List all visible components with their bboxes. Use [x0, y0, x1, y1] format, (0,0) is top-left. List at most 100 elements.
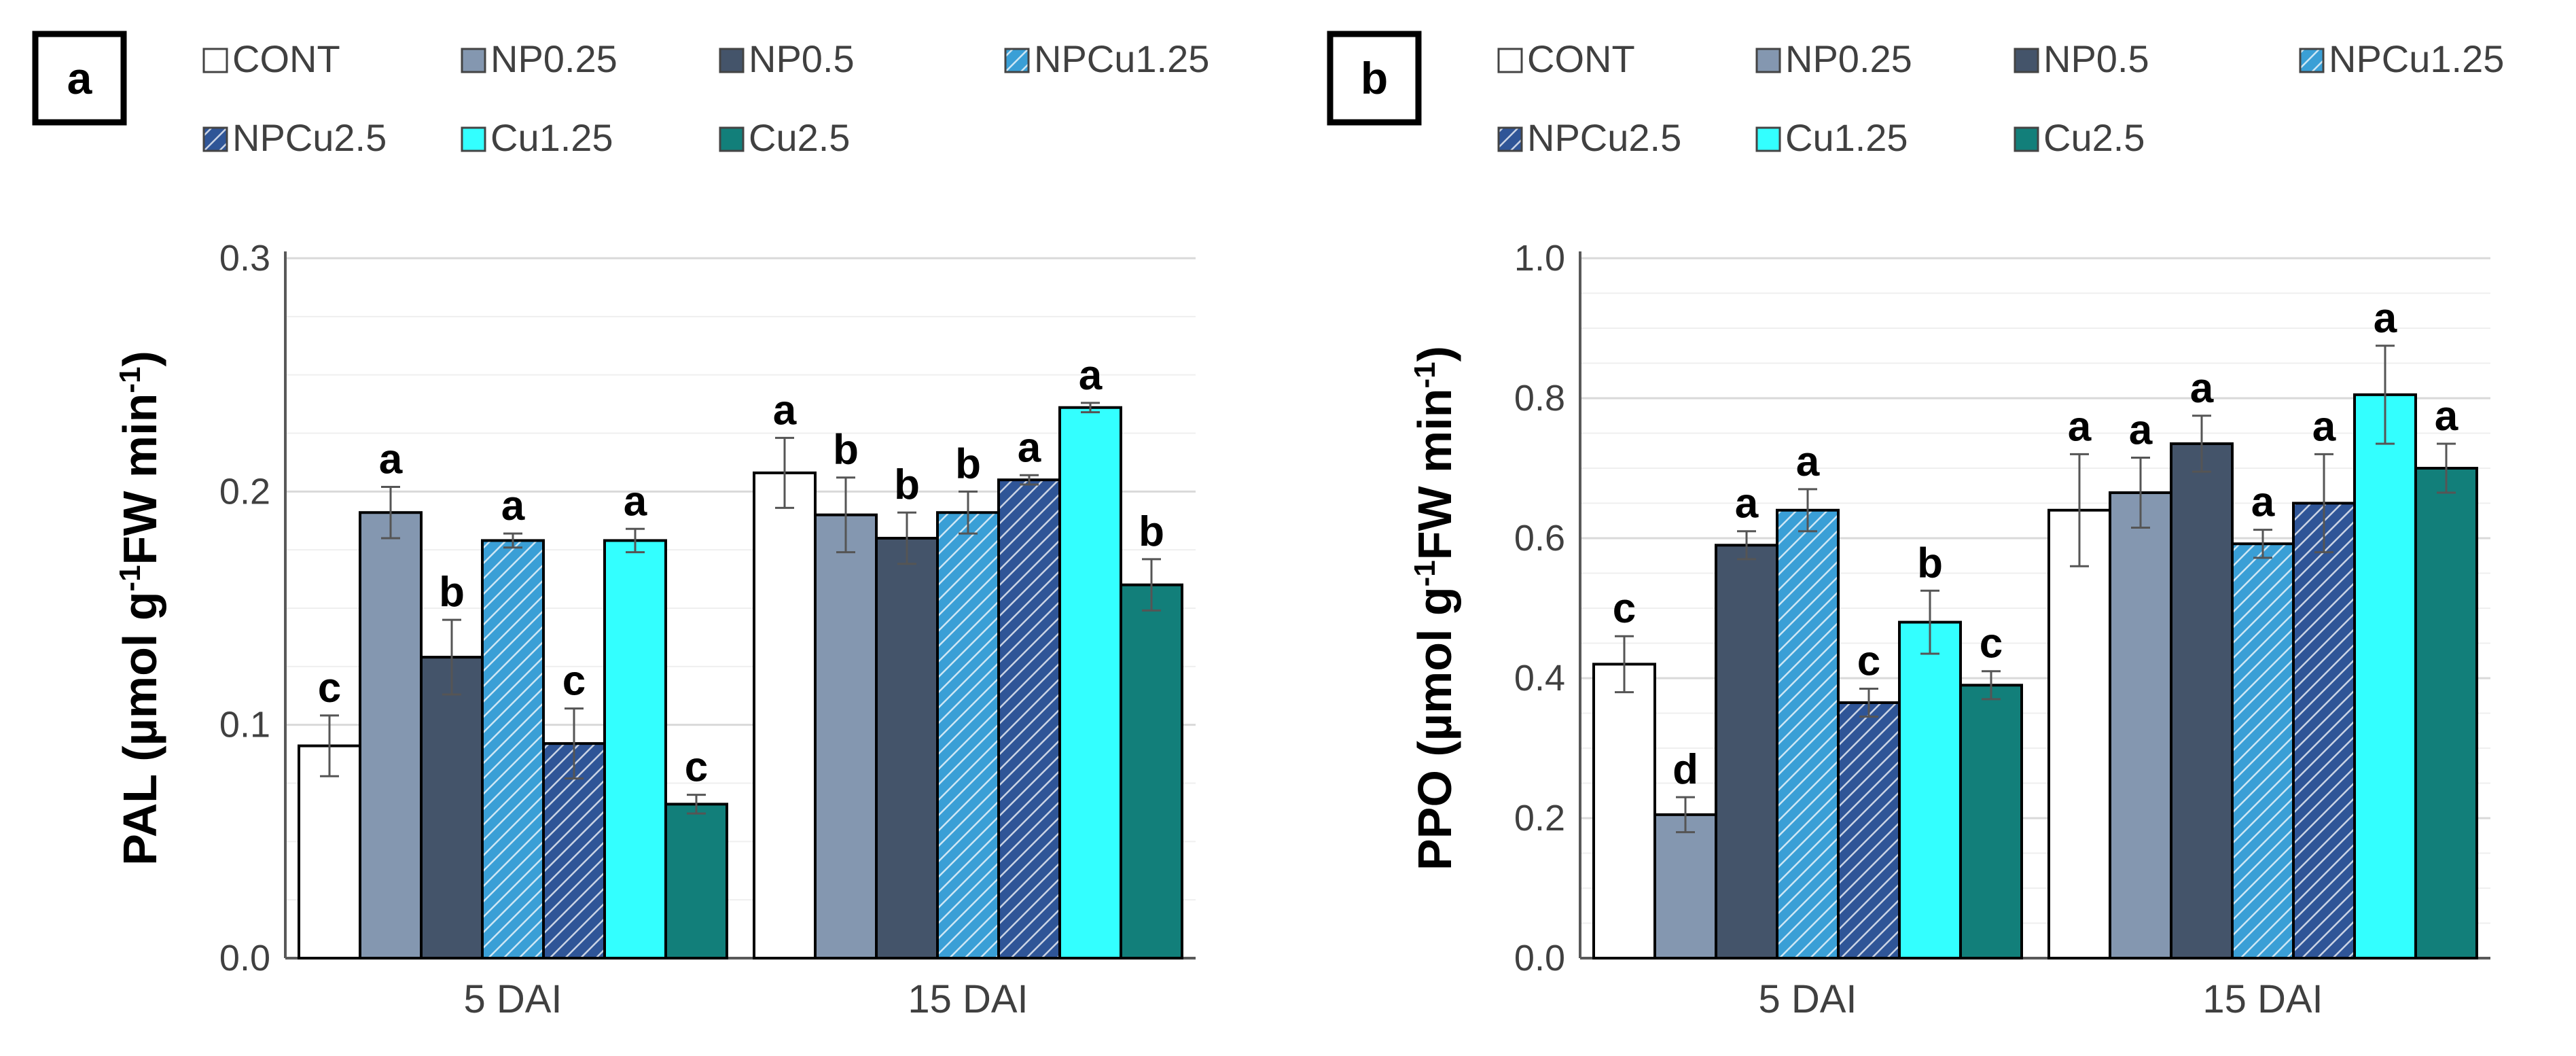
legend-swatch [2014, 48, 2039, 73]
y-axis-label: PPO (µmol g-1FW min-1) [1408, 346, 1461, 870]
bar [664, 803, 728, 960]
legend-swatch [1755, 126, 1781, 152]
panel-label-box [32, 31, 127, 126]
significance-letter: b [1917, 540, 1943, 586]
significance-letter: a [1796, 438, 1820, 485]
significance-letter: b [833, 427, 859, 474]
panel-label: b [1361, 53, 1388, 103]
x-category-label: 15 DAI [908, 977, 1028, 1021]
bar [1776, 508, 1840, 960]
significance-letter: c [685, 744, 708, 791]
legend-label: NP0.25 [490, 37, 618, 80]
legend-entry: NP0.25 [1755, 37, 1912, 80]
bar [1653, 813, 1717, 960]
legend-label: NP0.25 [1785, 37, 1912, 80]
bar [1898, 620, 1962, 960]
bar [2109, 491, 2172, 960]
significance-letter: a [501, 482, 525, 529]
bar [753, 471, 817, 960]
legend-entry: NPCu1.25 [2299, 37, 2504, 80]
legend-entry: NP0.25 [461, 37, 618, 80]
y-tick-label: 0.0 [219, 938, 270, 979]
y-tick-label: 0.2 [219, 471, 270, 512]
bar [2292, 501, 2356, 960]
legend-swatch [719, 48, 745, 73]
legend-label: CONT [232, 37, 340, 80]
y-tick-label: 0.1 [219, 705, 270, 745]
legend-entry: Cu1.25 [461, 116, 613, 159]
significance-letter: c [1980, 620, 2003, 667]
legend-label: NP0.5 [749, 37, 855, 80]
significance-letter: a [624, 478, 647, 525]
bar [2170, 442, 2234, 960]
bar [1837, 701, 1901, 960]
y-tick-label: 0.2 [1514, 798, 1565, 839]
x-category-label: 5 DAI [1758, 977, 1857, 1021]
y-tick-label: 0.8 [1514, 378, 1565, 419]
significance-letter: c [1613, 585, 1636, 632]
bar [1592, 663, 1656, 960]
legend-swatch [2299, 48, 2325, 73]
bar [875, 537, 939, 960]
significance-letter: c [318, 665, 341, 711]
x-category-label: 15 DAI [2202, 977, 2323, 1021]
legend-label: NPCu2.5 [232, 116, 387, 159]
bar [1058, 406, 1122, 960]
legend-label: Cu1.25 [490, 116, 613, 159]
legend-swatch [1497, 48, 1523, 73]
significance-letter: b [439, 569, 465, 616]
legend-label: Cu2.5 [2043, 116, 2145, 159]
legend-label: Cu2.5 [749, 116, 850, 159]
panel-label: a [67, 53, 93, 103]
bar [603, 539, 667, 960]
legend-swatch [1497, 126, 1523, 152]
legend-entry: Cu1.25 [1755, 116, 1908, 159]
significance-letter: a [773, 387, 797, 434]
legend-label: NP0.5 [2043, 37, 2149, 80]
significance-letter: a [1735, 480, 1759, 527]
bar [814, 513, 878, 960]
significance-letter: a [1079, 352, 1103, 399]
significance-letter: b [894, 461, 920, 508]
legend-entry: CONT [202, 37, 340, 80]
y-tick-label: 1.0 [1514, 238, 1565, 279]
legend-swatch [1004, 48, 1030, 73]
significance-letter: a [2068, 403, 2092, 450]
significance-letter: c [1857, 637, 1880, 684]
chart-panel-b: b CONT NP0.25 NP0.5 NPCu1.25 NPCu2.5 Cu1.25 Cu2… [1327, 31, 2504, 1021]
y-axis-label: PAL (µmol g-1FW min-1) [113, 351, 166, 866]
significance-letter: a [2129, 407, 2153, 454]
y-tick-label: 0.3 [219, 238, 270, 279]
legend-swatch [719, 126, 745, 152]
legend-entry: NPCu2.5 [202, 116, 387, 159]
bar [359, 511, 423, 960]
significance-letter: a [1018, 424, 1041, 471]
legend-label: NPCu1.25 [2329, 37, 2504, 80]
bar [2231, 542, 2295, 960]
y-tick-label: 0.6 [1514, 518, 1565, 559]
legend-entry: Cu2.5 [719, 116, 850, 159]
legend-swatch [1755, 48, 1781, 73]
significance-letter: b [955, 440, 981, 487]
legend-swatch [461, 48, 486, 73]
y-tick-label: 0.0 [1514, 938, 1565, 979]
legend-entry: NP0.5 [719, 37, 855, 80]
bar [1120, 583, 1183, 960]
legend-label: NPCu1.25 [1034, 37, 1209, 80]
significance-letter: a [2435, 393, 2458, 440]
y-tick-label: 0.4 [1514, 658, 1565, 699]
panel-label-box [1327, 31, 1422, 126]
bar [936, 511, 1000, 960]
significance-letter: a [2374, 295, 2397, 342]
significance-letter: c [562, 658, 586, 705]
significance-letter: a [2190, 365, 2214, 412]
bar [2353, 393, 2417, 960]
legend-entry: CONT [1497, 37, 1635, 80]
bar [420, 656, 484, 960]
legend-entry: NP0.5 [2014, 37, 2149, 80]
legend-swatch [2014, 126, 2039, 152]
bar [298, 744, 361, 960]
significance-letter: b [1139, 508, 1164, 555]
significance-letter: a [2251, 479, 2275, 526]
